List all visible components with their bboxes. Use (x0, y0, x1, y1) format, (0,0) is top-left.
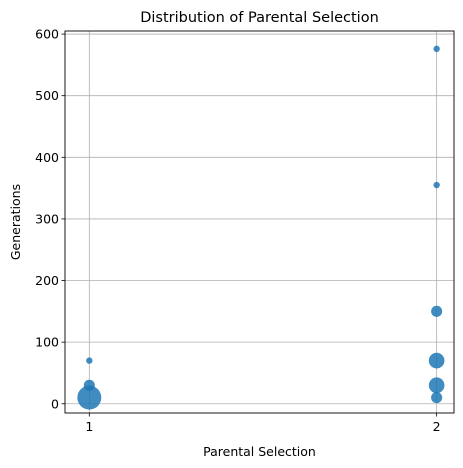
y-tick-label: 400 (35, 150, 59, 165)
y-tick-label: 600 (35, 27, 59, 42)
axis-ticks: 0 100 200 300 400 500 600 1 2 (35, 27, 440, 434)
y-tick-label: 200 (35, 273, 59, 288)
scatter-point (428, 377, 445, 394)
scatter-point (77, 385, 102, 410)
scatter-point (83, 379, 95, 391)
data-points (77, 45, 445, 410)
y-tick-label: 300 (35, 211, 59, 226)
scatter-point (86, 357, 93, 364)
chart-title: Distribution of Parental Selection (140, 10, 379, 26)
scatter-point (428, 352, 445, 369)
plot-frame (64, 30, 455, 414)
y-axis-label: Generations (8, 184, 23, 260)
x-axis-label: Parental Selection (203, 444, 316, 459)
y-tick-label: 500 (35, 88, 59, 103)
x-tick-label: 2 (433, 419, 441, 434)
y-tick-label: 0 (51, 396, 59, 411)
scatter-point (433, 181, 440, 189)
x-tick-label: 1 (85, 419, 93, 434)
y-tick-label: 100 (35, 335, 59, 350)
scatter-point (431, 392, 443, 404)
grid-lines (65, 31, 454, 413)
scatter-point (431, 305, 443, 317)
scatter-point (433, 45, 440, 53)
